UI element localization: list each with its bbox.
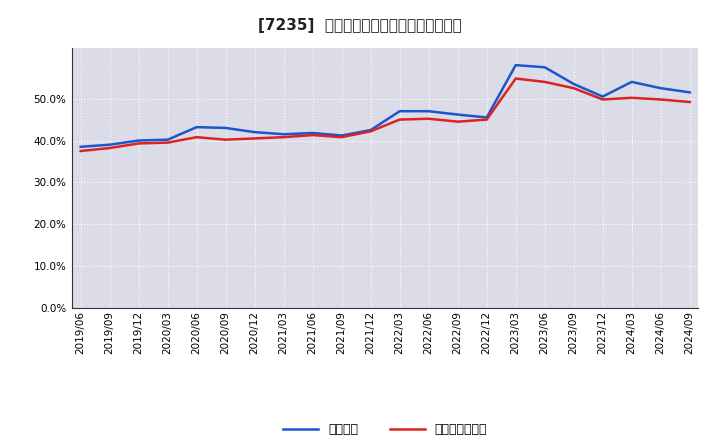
- 固定比率: [511, 62, 520, 68]
- 固定比率: [251, 129, 259, 135]
- 固定比率: [570, 81, 578, 87]
- 固定比率: [163, 137, 172, 142]
- 固定比率: [76, 144, 85, 150]
- 固定比率: [424, 109, 433, 114]
- 固定長期適合率: [570, 85, 578, 91]
- 固定長期適合率: [424, 116, 433, 121]
- 固定長期適合率: [541, 79, 549, 84]
- 固定比率: [627, 79, 636, 84]
- 固定長期適合率: [251, 136, 259, 141]
- 固定長期適合率: [395, 117, 404, 122]
- 固定長期適合率: [685, 99, 694, 105]
- 固定比率: [598, 94, 607, 99]
- 固定長期適合率: [454, 119, 462, 125]
- 固定長期適合率: [627, 95, 636, 100]
- 固定長期適合率: [366, 128, 375, 134]
- 固定比率: [221, 125, 230, 131]
- 固定比率: [105, 142, 114, 147]
- 固定比率: [135, 138, 143, 143]
- 固定比率: [685, 90, 694, 95]
- 固定長期適合率: [163, 140, 172, 145]
- 固定長期適合率: [135, 141, 143, 146]
- Text: [7235]  固定比率、固定長期適合率の推移: [7235] 固定比率、固定長期適合率の推移: [258, 18, 462, 33]
- Line: 固定比率: 固定比率: [81, 65, 690, 147]
- 固定比率: [366, 128, 375, 133]
- 固定長期適合率: [598, 97, 607, 102]
- 固定比率: [454, 112, 462, 117]
- 固定比率: [395, 109, 404, 114]
- 固定長期適合率: [105, 145, 114, 150]
- 固定長期適合率: [221, 137, 230, 142]
- 固定比率: [279, 132, 288, 137]
- 固定比率: [308, 130, 317, 136]
- 固定長期適合率: [482, 117, 491, 122]
- Line: 固定長期適合率: 固定長期適合率: [81, 79, 690, 151]
- 固定比率: [192, 125, 201, 130]
- 固定長期適合率: [192, 135, 201, 140]
- 固定比率: [482, 115, 491, 120]
- Legend: 固定比率, 固定長期適合率: 固定比率, 固定長期適合率: [284, 423, 487, 436]
- 固定長期適合率: [511, 76, 520, 81]
- 固定長期適合率: [76, 148, 85, 154]
- 固定長期適合率: [338, 135, 346, 140]
- 固定長期適合率: [279, 135, 288, 140]
- 固定比率: [338, 133, 346, 138]
- 固定長期適合率: [657, 97, 665, 102]
- 固定長期適合率: [308, 132, 317, 138]
- 固定比率: [657, 85, 665, 91]
- 固定比率: [541, 65, 549, 70]
